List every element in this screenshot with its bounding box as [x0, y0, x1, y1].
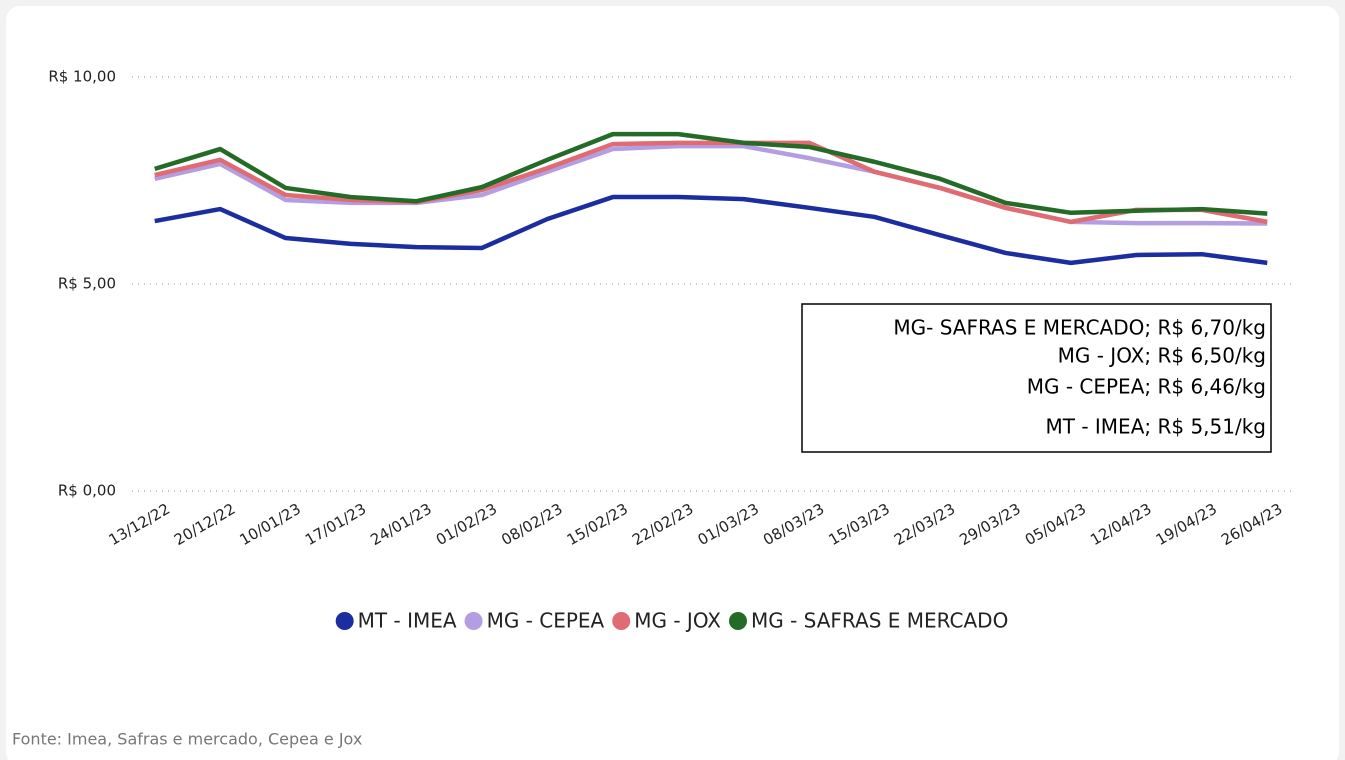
- legend-marker: [335, 612, 354, 630]
- series-line: [154, 194, 1268, 266]
- y-tick-label: R$ 5,00: [58, 275, 116, 293]
- annotation: MT - IMEA; R$ 5,51/kg: [1046, 415, 1267, 439]
- legend-marker: [464, 612, 483, 630]
- annotation: MG - JOX; R$ 6,50/kg: [1058, 344, 1266, 368]
- annotation-box: [801, 303, 1272, 453]
- legend-marker: [728, 612, 747, 630]
- legend-label: MG - JOX: [634, 609, 721, 633]
- annotation: MG- SAFRAS E MERCADO; R$ 6,70/kg: [893, 316, 1266, 340]
- series-line: [154, 131, 1268, 216]
- source: Fonte: Imea, Safras e mercado, Cepea e J…: [12, 730, 362, 749]
- y-tick-label: R$ 10,00: [48, 68, 116, 86]
- series-line: [154, 140, 1268, 225]
- legend-marker: [612, 612, 631, 630]
- annotation: MG - CEPEA; R$ 6,46/kg: [1027, 375, 1266, 399]
- y-tick-label: R$ 0,00: [58, 482, 116, 500]
- legend-label: MG - SAFRAS E MERCADO: [751, 609, 1008, 633]
- legend-label: MG - CEPEA: [487, 609, 605, 633]
- legend-label: MT - IMEA: [358, 609, 457, 633]
